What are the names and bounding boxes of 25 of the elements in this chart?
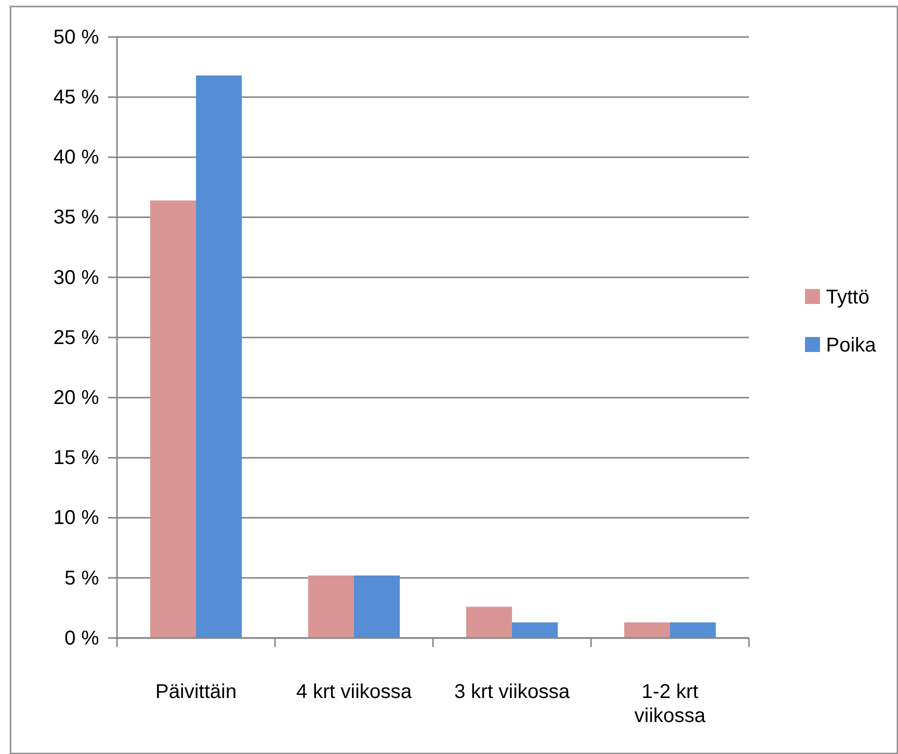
y-tick-label: 30 % (53, 266, 100, 289)
x-tick-label: Päivittäin (155, 681, 237, 703)
bar (466, 606, 512, 638)
y-tick-label: 50 % (53, 26, 100, 48)
y-tick-label: 0 % (64, 627, 100, 650)
y-tick-label: 20 % (53, 387, 100, 409)
y-tick-label: 25 % (53, 326, 100, 349)
legend-label: Poika (826, 334, 877, 356)
bar (196, 75, 242, 638)
x-tick-label: 1-2 krt viikossa (634, 681, 706, 727)
y-tick-label: 15 % (53, 447, 100, 470)
y-tick-label: 45 % (53, 86, 100, 108)
bar (150, 200, 196, 638)
y-tick-label: 40 % (53, 146, 100, 169)
bar (354, 575, 400, 638)
bar (624, 622, 670, 638)
bar (308, 575, 354, 638)
y-tick-label: 35 % (53, 206, 100, 229)
y-tick-label: 10 % (53, 507, 100, 530)
bar (512, 622, 558, 638)
x-tick-label: 4 krt viikossa (296, 681, 413, 703)
y-tick-label: 5 % (64, 567, 100, 590)
bar (670, 622, 716, 638)
x-tick-label: 3 krt viikossa (454, 681, 571, 703)
legend-label: Tyttö (826, 286, 870, 308)
